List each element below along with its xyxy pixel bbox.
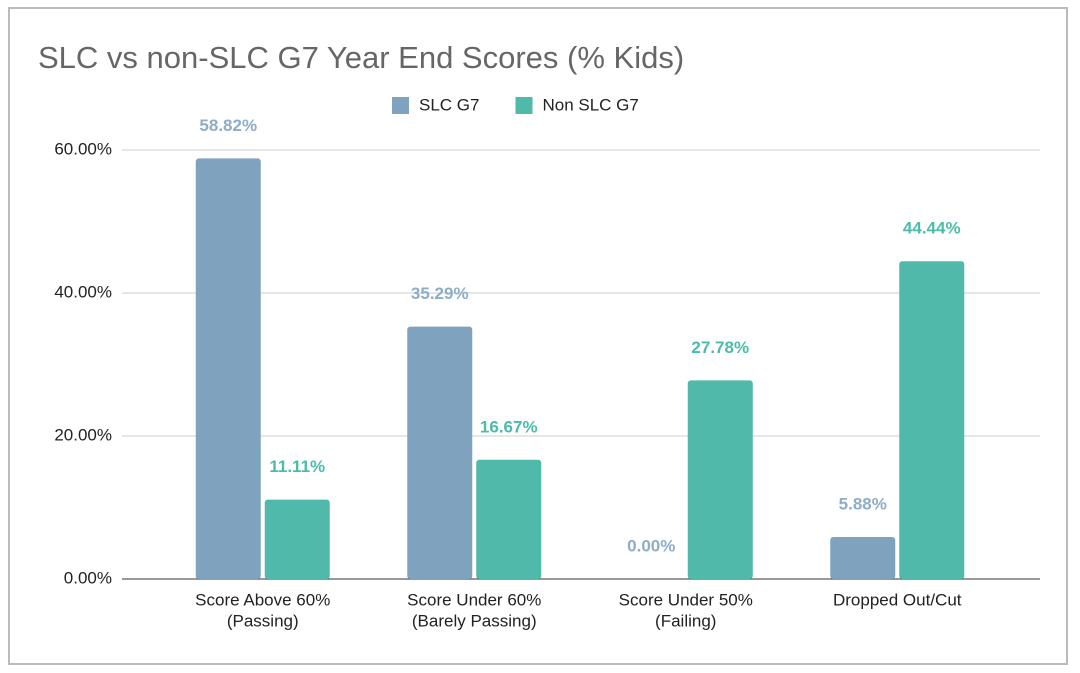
- x-tick-label: (Failing): [655, 611, 716, 630]
- x-tick-label: (Passing): [227, 611, 299, 630]
- x-tick-label: Dropped Out/Cut: [833, 590, 962, 609]
- bar: [264, 499, 330, 579]
- chart-title: SLC vs non-SLC G7 Year End Scores (% Kid…: [38, 40, 684, 75]
- data-label: 11.11%: [269, 457, 325, 476]
- legend-swatch: [515, 97, 533, 114]
- x-tick-label: (Barely Passing): [412, 611, 537, 630]
- data-label: 44.44%: [903, 219, 961, 238]
- bar: [407, 326, 473, 579]
- data-label: 35.29%: [411, 284, 469, 303]
- data-label: 5.88%: [839, 494, 887, 513]
- legend-label: SLC G7: [419, 95, 479, 114]
- x-tick-label: Score Under 60%: [407, 590, 541, 609]
- bar: [687, 380, 753, 579]
- x-tick-label: Score Above 60%: [195, 590, 330, 609]
- bar: [476, 459, 542, 579]
- legend-swatch: [392, 97, 409, 114]
- bar: [830, 536, 896, 579]
- data-label: 0.00%: [627, 536, 675, 555]
- y-tick-label: 20.00%: [54, 425, 112, 444]
- y-tick-label: 60.00%: [54, 139, 112, 158]
- y-tick-label: 0.00%: [64, 568, 112, 587]
- bar: [195, 158, 261, 579]
- data-label: 16.67%: [480, 417, 538, 436]
- data-label: 27.78%: [691, 338, 749, 357]
- data-label: 58.82%: [199, 116, 257, 135]
- legend-label: Non SLC G7: [542, 95, 638, 114]
- bar: [899, 261, 965, 579]
- x-tick-label: Score Under 50%: [619, 590, 753, 609]
- y-tick-label: 40.00%: [54, 282, 112, 301]
